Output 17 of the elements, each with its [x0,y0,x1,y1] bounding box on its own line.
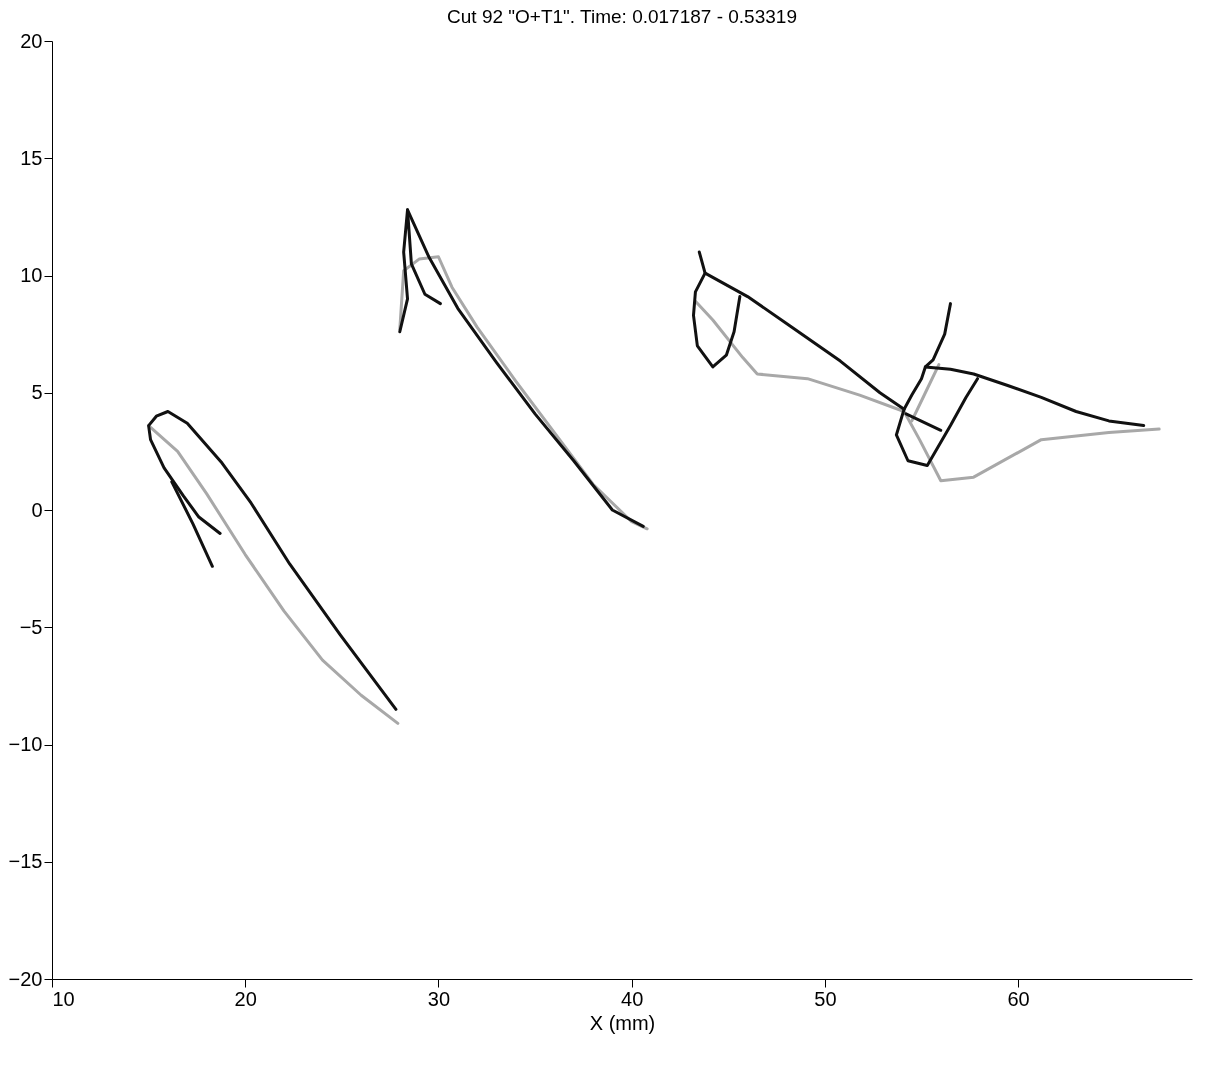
x-tick-label: 60 [1007,987,1030,1010]
y-tick-label: −15 [8,850,43,873]
chart-title: Cut 92 "O+T1". Time: 0.017187 - 0.53319 [447,6,797,27]
y-tick-label: −5 [19,615,43,638]
y-tick-label: 10 [20,264,43,286]
y-tick-label: 15 [20,146,43,169]
x-tick-label: 40 [621,987,644,1010]
y-tick-label: −10 [8,733,43,755]
y-tick-label: 0 [31,498,43,521]
x-tick-label: 10 [52,987,75,1010]
x-tick-label: 20 [234,987,257,1010]
x-tick-label: 50 [814,987,837,1010]
x-axis-title: X (mm) [589,1011,656,1034]
y-tick-label: 5 [31,381,43,404]
x-tick-label: 30 [427,987,451,1010]
y-tick-label: 20 [20,29,43,52]
y-tick-label: −20 [8,967,43,990]
